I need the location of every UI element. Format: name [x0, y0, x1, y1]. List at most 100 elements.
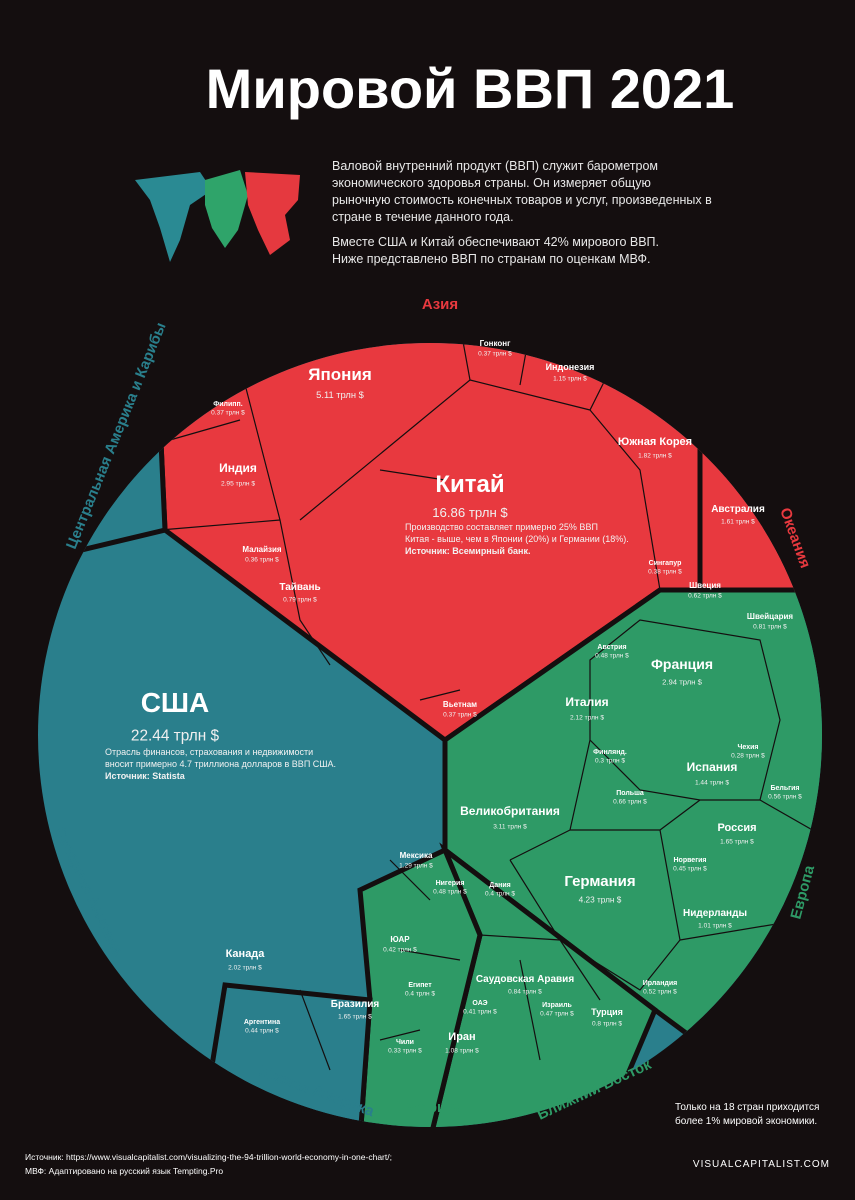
country-name: Турция: [591, 1007, 623, 1017]
country-name: Нидерланды: [683, 908, 747, 919]
country: Канада 2.02 трлн $: [226, 948, 266, 971]
country-name: Вьетнам: [443, 700, 477, 709]
title: Мировой ВВП 2021: [206, 57, 735, 120]
intro-line: Валовой внутренний продукт (ВВП) служит …: [332, 159, 658, 173]
country: Чехия 0.28 трлн $: [731, 744, 765, 760]
country-name: Япония: [308, 365, 372, 384]
country-gdp: 1.29 трлн $: [399, 863, 433, 870]
country-gdp: 0.56 трлн $: [768, 794, 802, 801]
intro-line: Ниже представлено ВВП по странам по оцен…: [332, 252, 650, 266]
country-gdp: 0.48 трлн $: [433, 889, 467, 896]
country: Нигерия 0.48 трлн $: [433, 880, 467, 896]
country: Норвегия 0.45 трлн $: [673, 857, 707, 873]
country-gdp: 0.36 трлн $: [245, 557, 279, 564]
country: Тайвань 0.79 трлн $: [279, 582, 320, 604]
country-gdp: 0.8 трлн $: [592, 1021, 622, 1028]
country-name: Великобритания: [460, 804, 560, 818]
country-name: Чехия: [738, 744, 759, 751]
country-name: Ирландия: [643, 980, 678, 987]
country: Бельгия 0.56 трлн $: [768, 785, 802, 801]
country-name: Индия: [219, 461, 257, 475]
country-name: Сингапур: [649, 560, 682, 567]
country: Бразилия 1.65 трлн $: [331, 999, 380, 1021]
country-name: Россия: [717, 822, 756, 834]
country: Индия 2.95 трлн $: [219, 461, 257, 487]
country: ЮАР 0.42 трлн $: [383, 935, 417, 954]
country-name: США: [141, 687, 210, 718]
intro-line: стране в течение данного года.: [332, 210, 514, 224]
logo: VISUALCAPITALIST.COM: [693, 1159, 830, 1170]
country: Россия 1.65 трлн $: [717, 822, 756, 845]
country-gdp: 1.65 трлн $: [338, 1014, 372, 1021]
country-name: ОАЭ: [472, 1000, 487, 1007]
country-gdp: 4.23 трлн $: [579, 895, 622, 904]
country-gdp: 0.62 трлн $: [688, 593, 722, 600]
usa-note: Источник: Statista: [105, 771, 186, 781]
country: Сингапур 0.38 трлн $: [648, 560, 682, 576]
country: Филипп. 0.37 трлн $: [211, 401, 245, 417]
country-name: Италия: [565, 695, 608, 709]
country-name: Мексика: [400, 851, 433, 860]
country: Польша 0.66 трлн $: [613, 790, 647, 806]
source: МВФ: Адаптировано на русский язык Tempti…: [25, 1166, 223, 1176]
country-gdp: 1.01 трлн $: [698, 923, 732, 930]
country-name: Саудовская Аравия: [476, 974, 575, 985]
country-gdp: 0.37 трлн $: [478, 351, 512, 358]
country-gdp: 1.44 трлн $: [695, 779, 729, 786]
country: Нидерланды 1.01 трлн $: [683, 908, 747, 930]
country-gdp: 1.82 трлн $: [638, 452, 672, 459]
country-name: Норвегия: [673, 857, 706, 864]
country-name: Китай: [435, 471, 504, 498]
country-name: Египет: [408, 982, 432, 989]
country-gdp: 0.4 трлн $: [405, 991, 435, 998]
country-name: Тайвань: [279, 582, 320, 593]
country-name: ЮАР: [390, 935, 410, 944]
country: Китай 16.86 трлн $: [432, 471, 508, 520]
country-gdp: 0.66 трлн $: [613, 799, 647, 806]
country: Индонезия 1.15 трлн $: [546, 362, 595, 383]
country: Малайзия 0.36 трлн $: [242, 545, 282, 564]
country-gdp: 0.48 трлн $: [595, 653, 629, 660]
country-name: Бразилия: [331, 999, 380, 1010]
country-gdp: 3.11 трлн $: [493, 823, 527, 830]
footnote: более 1% мировой экономики.: [675, 1115, 817, 1127]
country: Ирландия 0.52 трлн $: [643, 980, 678, 996]
country-gdp: 1.08 трлн $: [445, 1047, 479, 1054]
world-map-icon: [135, 170, 300, 262]
country-gdp: 0.4 трлн $: [485, 891, 515, 898]
country: Германия 4.23 трлн $: [564, 873, 635, 904]
country-name: Польша: [616, 790, 644, 797]
country-gdp: 0.81 трлн $: [753, 624, 787, 631]
country-name: Австралия: [711, 504, 765, 515]
country: США 22.44 трлн $: [131, 687, 220, 745]
usa-note: Отрасль финансов, страхования и недвижим…: [105, 747, 313, 757]
minor-borders: [159, 343, 822, 1071]
country-name: Гонконг: [480, 339, 511, 348]
country-name: Германия: [564, 873, 635, 890]
country-name: Бельгия: [771, 785, 800, 792]
country: Швеция 0.62 трлн $: [688, 581, 722, 600]
china-note: Производство составляет примерно 25% ВВП: [405, 522, 598, 532]
country: Австрия 0.48 трлн $: [595, 644, 629, 660]
region-label: Африка: [404, 1099, 463, 1116]
country: Финлянд. 0.3 трлн $: [593, 749, 627, 765]
country-gdp: 2.12 трлн $: [570, 714, 604, 721]
country-gdp: 0.79 трлн $: [283, 597, 317, 604]
country-name: Индонезия: [546, 362, 595, 372]
country: Иран 1.08 трлн $: [445, 1031, 479, 1054]
usa-note: вносит примерно 4.7 триллиона долларов в…: [105, 759, 336, 769]
country-name: Швейцария: [747, 612, 793, 621]
country-gdp: 0.3 трлн $: [595, 758, 625, 765]
country-name: Испания: [687, 760, 738, 774]
country-gdp: 0.37 трлн $: [211, 410, 245, 417]
intro-line: Вместе США и Китай обеспечивают 42% миро…: [332, 235, 659, 249]
country-name: Австрия: [597, 644, 626, 651]
intro-line: экономического здоровья страны. Он измер…: [332, 176, 651, 190]
country-gdp: 0.84 трлн $: [508, 989, 542, 996]
country: Саудовская Аравия 0.84 трлн $: [476, 974, 575, 996]
country-name: Малайзия: [242, 545, 282, 554]
china-note: Источник: Всемирный банк.: [405, 546, 530, 556]
country: Великобритания 3.11 трлн $: [460, 804, 560, 830]
